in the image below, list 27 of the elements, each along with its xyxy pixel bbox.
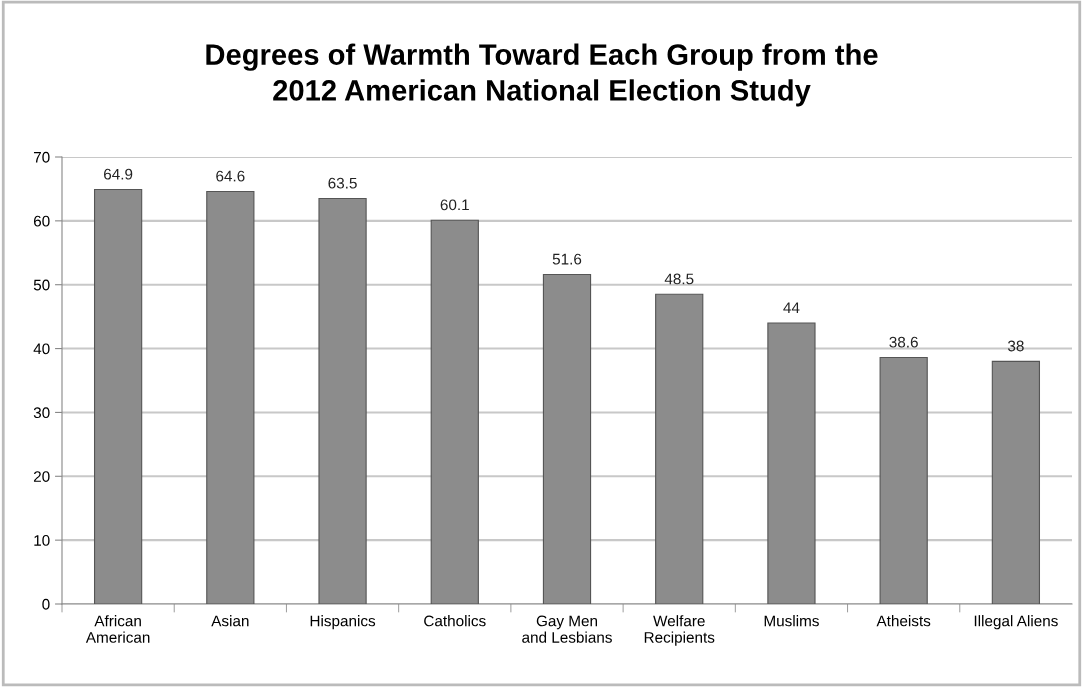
x-tick-label: Asian: [211, 615, 249, 627]
y-tick-label: 10: [34, 535, 50, 546]
data-label: 64.6: [216, 170, 245, 182]
y-tick-label: 40: [33, 343, 50, 355]
data-label: 44: [783, 302, 800, 313]
y-tick-label: 0: [42, 598, 50, 610]
x-tick-label: Hispanics: [310, 615, 376, 630]
x-tick-label: Catholics: [424, 615, 486, 627]
data-label: 60.1: [440, 199, 469, 211]
data-label: 48.5: [664, 273, 694, 285]
x-tick-label: Muslims: [764, 615, 819, 627]
data-label: 38: [1007, 340, 1024, 352]
chart-title: Degrees of Warmth Toward Each Group from the 2012 American National Election Study: [206, 43, 878, 107]
data-label: 63.5: [328, 177, 357, 189]
data-label: 38.6: [889, 336, 918, 348]
x-tick-label: African American: [85, 615, 150, 643]
y-tick-label: 50: [33, 279, 50, 291]
data-label: 51.6: [552, 253, 582, 265]
x-tick-label: Gay Men and Lesbians: [522, 615, 612, 643]
x-tick-label: Illegal Aliens: [974, 615, 1058, 630]
y-tick-label: 20: [33, 471, 50, 482]
y-tick-label: 30: [33, 407, 50, 419]
y-tick-label: 60: [33, 215, 50, 227]
data-label: 64.9: [104, 168, 133, 180]
x-tick-label: Atheists: [876, 615, 931, 627]
y-tick-label: 70: [33, 151, 50, 163]
x-tick-label: Welfare Recipients: [644, 615, 715, 646]
